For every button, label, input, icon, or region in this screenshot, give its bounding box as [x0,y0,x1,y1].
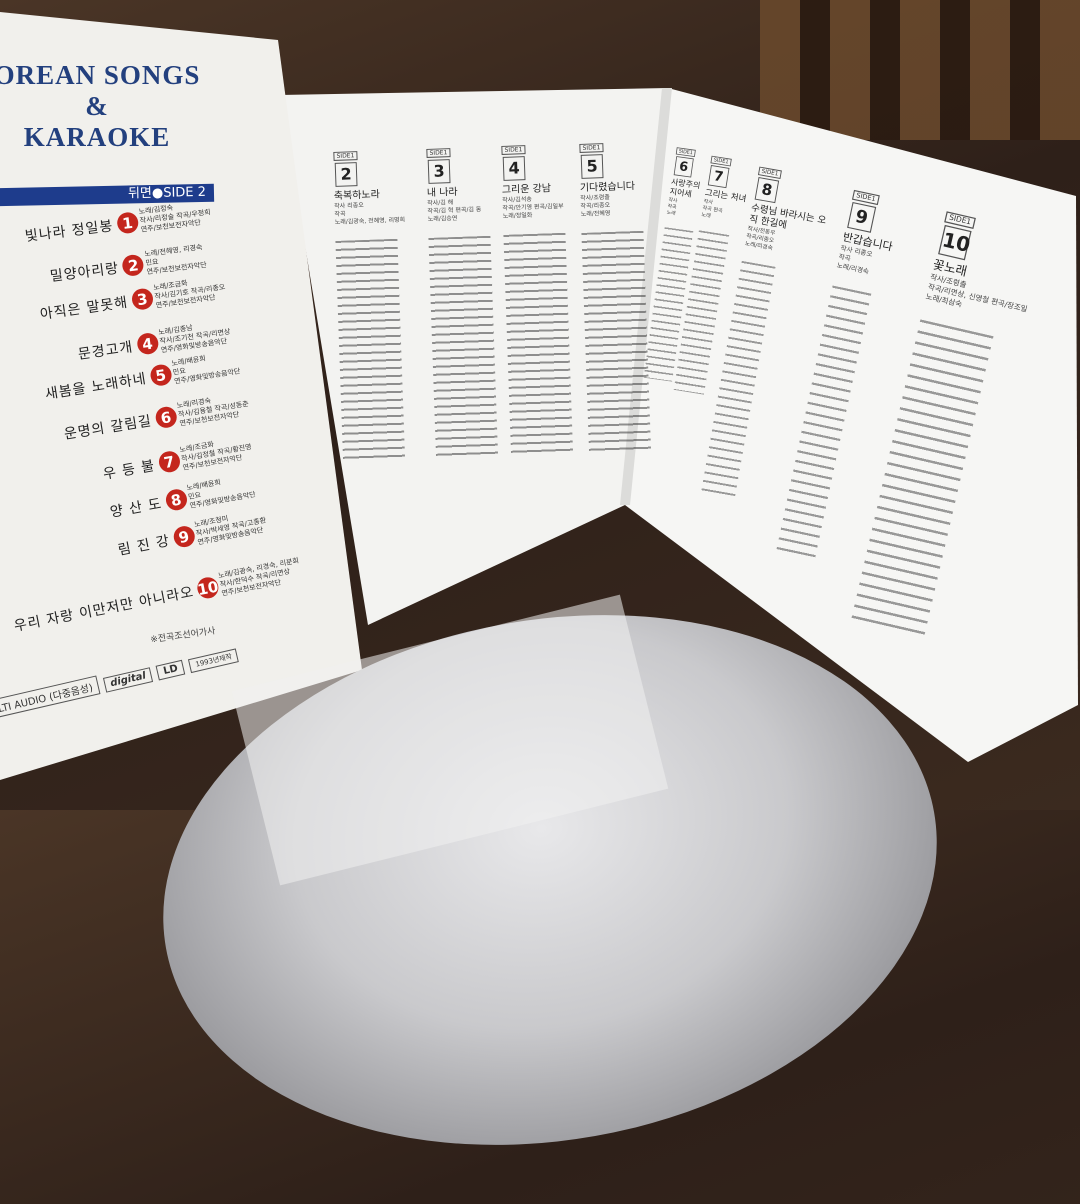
song-title: 빛나라 정일봉 [24,217,115,245]
side-tag: SIDE1 [426,148,451,158]
lyrics-text-block [503,232,574,455]
track-number-badge: 8 [163,487,189,513]
song-credits: 노래/배윤희 민요 연주/영화및방송음악단 [171,349,241,386]
song-title: 림 진 강 [116,532,172,559]
song-credits: 노래/조금화 작사/김기호 작곡/리종오 연주/보천보전자악단 [153,274,227,311]
track-number: 5 [580,154,604,179]
song-entry: 빛나라 정일봉 1 노래/김정숙 작사/리정술 작곡/우정희 연주/보천보전자악… [23,199,212,249]
track-number-badge: 5 [148,363,173,388]
song-title: 문경고개 [77,338,135,363]
laserdisc-logo: LD [155,659,186,681]
lyrics-text-block [428,235,499,458]
year-label: 1993년제작 [188,648,240,674]
track-number: 7 [707,165,730,189]
song-title: 운명의 갈림길 [62,412,154,443]
track-block: SIDE1 4 그리운 강남 작사/김석송 작곡/안기영 편곡/김일부 노래/정일화 [500,135,581,455]
track-number: 9 [847,201,877,233]
title-line: & [85,91,109,121]
track-block: SIDE1 2 축복하노라 작사 리종오 작곡 노래/김광숙, 전혜영, 리명희 [332,140,427,461]
track-number: 3 [427,159,451,184]
track-number-badge: 2 [121,253,145,277]
song-title: 양 산 도 [108,495,164,521]
track-block: SIDE1 5 기다렸습니다 작사/조령출 작곡/리종오 노래/전혜영 [578,133,659,453]
track-credit: 노래/전혜영 [580,209,611,218]
cover-title: OREAN SONGS & KARAOKE [0,60,202,153]
song-credits: 노래/조금화 작사/김정철 작곡/황진영 연주/보천보전자악단 [179,434,254,473]
track-number-badge: 10 [195,575,221,601]
song-title: 새봄을 노래하네 [43,370,148,403]
inner-right-panel [625,88,1078,762]
track-number-badge: 9 [171,524,197,550]
song-credits: 노래/전혜영, 리경숙 민요 연주/보천보전자악단 [144,243,207,277]
song-title: 밀양아리랑 [49,260,120,285]
side-tag: SIDE1 [501,145,526,155]
track-block: SIDE1 3 내 나라 작사/김 해 작곡/김 혁 편곡/김 동 노래/김승연 [425,138,504,458]
title-line: OREAN SONGS [0,60,201,90]
side-tag: SIDE1 [579,143,604,153]
side-tag: SIDE1 [675,147,696,158]
song-entry: 우리 자랑 이만저만 아니라오 10 노래/김광숙, 리경숙, 리분희 작사/한… [11,557,303,639]
track-number: 2 [334,162,358,187]
song-credits: 노래/김정숙 작사/리정술 작곡/우정희 연주/보천보전자악단 [138,199,212,234]
side-tag: SIDE1 [333,151,358,161]
track-number: 10 [938,224,973,261]
track-number: 6 [673,156,694,178]
song-title: 우리 자랑 이만저만 아니라오 [12,583,196,635]
cover-panel: OREAN SONGS & KARAOKE 뒤면●SIDE 2 빛나라 정일봉 … [0,0,360,780]
track-number-badge: 3 [130,287,155,311]
track-number: 8 [754,177,780,204]
title-line: KARAOKE [23,122,171,152]
footnote: ※전곡조선어가사 [149,626,217,646]
track-number-badge: 7 [156,449,182,475]
wooden-chair-background [760,0,1080,140]
track-number-badge: 1 [115,211,140,235]
track-number-badge: 6 [153,405,178,430]
song-credits: 노래/김광숙, 리경숙, 리분희 작사/한덕수 작곡/리면상 연주/보천보전자악… [217,557,303,599]
song-credits: 노래/리경숙 작사/김용철 작곡/성동춘 연주/보천보전자악단 [176,391,251,429]
track-credit: 노래/정일화 [502,211,533,220]
digital-logo: digital [103,667,154,693]
track-number: 4 [502,156,526,181]
song-title: 우 등 불 [101,457,157,483]
song-credits: 노래/배윤희 민요 연주/영화및방송음악단 [186,473,256,511]
lyrics-text-block [581,230,652,453]
audio-label: LTI AUDIO (다중음성) [0,675,101,719]
lyrics-text-block [335,238,406,461]
song-credits: 노래/김종남 작사/조기천 작곡/리면상 연주/영화및방송음악단 [158,319,232,356]
song-title: 아직은 말못해 [39,294,130,323]
track-credit: 노래/김승연 [427,214,458,223]
track-credit: 노래/김광숙, 전혜영, 리명희 [334,216,406,226]
song-credits: 노래/조청미 작사/박세영 작곡/고종환 연주/영화및방송음악단 [194,507,269,547]
track-number-badge: 4 [135,331,160,356]
